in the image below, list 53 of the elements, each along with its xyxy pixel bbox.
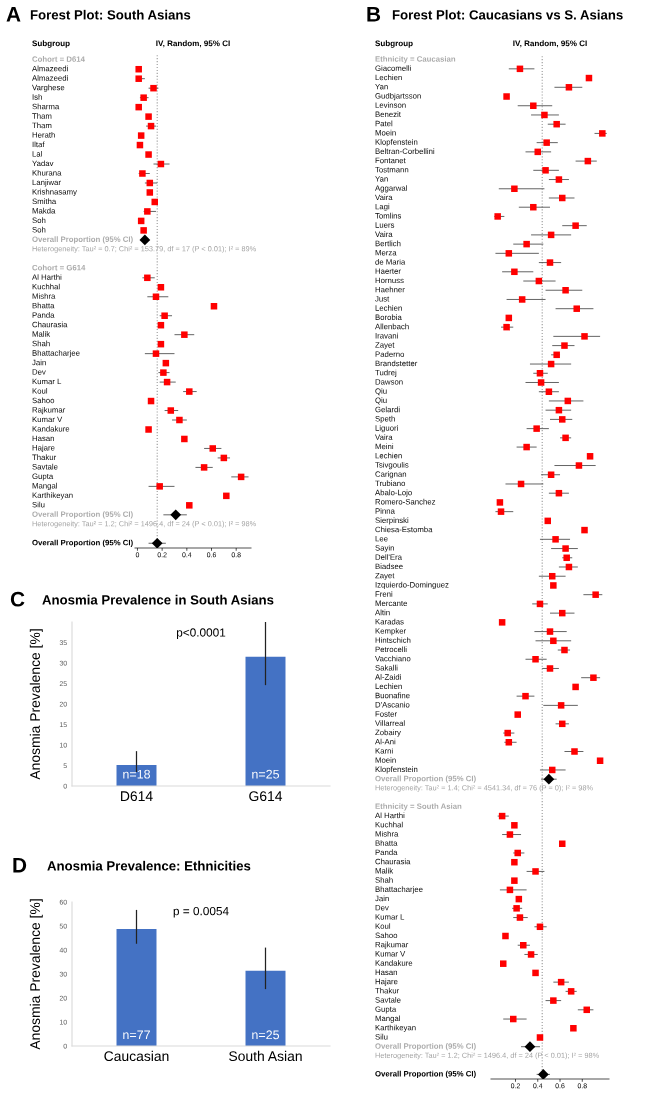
point [200, 464, 208, 471]
point [157, 284, 165, 291]
point [146, 189, 154, 196]
y-axis-title: Anosmia Prevalence [%] [29, 629, 43, 780]
point [181, 331, 188, 338]
point [186, 502, 193, 509]
point [135, 103, 142, 111]
point [135, 75, 142, 82]
y-axis-title: Subgroup [32, 40, 70, 48]
point [209, 445, 216, 452]
point [145, 426, 152, 433]
point [139, 234, 151, 246]
x-tick-label: G614 [249, 791, 283, 802]
x-axis-title: IV, Random, 95% CI [156, 40, 230, 48]
annotation: p<0.0001 [176, 628, 226, 639]
point [144, 208, 151, 215]
chart-title: Forest Plot: Caucasians vs S. Asians [392, 9, 623, 20]
point [152, 350, 160, 357]
text: B [367, 7, 381, 22]
point [176, 416, 183, 424]
point [144, 274, 151, 282]
point [170, 509, 182, 521]
x-tick-label: South Asian [229, 1050, 302, 1062]
y-axis-title: Anosmia Prevalence [%] [29, 899, 43, 1050]
x-tick-label: D614 [121, 791, 153, 802]
point [135, 65, 142, 73]
point [137, 132, 145, 139]
point [145, 113, 152, 120]
chart-title: Anosmia Prevalence: Ethnicities [47, 860, 251, 871]
chart-title: Anosmia Prevalence in South Asians [42, 594, 274, 605]
point [145, 151, 152, 158]
point [167, 407, 175, 414]
annotation: p = 0.0054 [173, 906, 229, 918]
annotation: n=25 [252, 769, 280, 779]
y-axis-title: Subgroup [375, 40, 413, 48]
x-axis-title: IV, Random, 95% CI [513, 40, 587, 48]
x-tick-label: Caucasian [104, 1050, 169, 1062]
point [181, 435, 188, 443]
annotation: n=25 [252, 1030, 280, 1040]
annotation: n=18 [123, 769, 151, 779]
annotation: n=77 [123, 1030, 150, 1040]
point [186, 388, 193, 395]
text: C [10, 591, 25, 607]
point [151, 537, 163, 548]
point [161, 312, 168, 319]
text: A [6, 7, 21, 22]
point [151, 198, 158, 206]
point [156, 483, 163, 490]
point [223, 492, 230, 500]
chart-title: Forest Plot: South Asians [30, 9, 191, 20]
text: D [13, 858, 27, 873]
point [139, 170, 146, 177]
point [140, 227, 147, 234]
